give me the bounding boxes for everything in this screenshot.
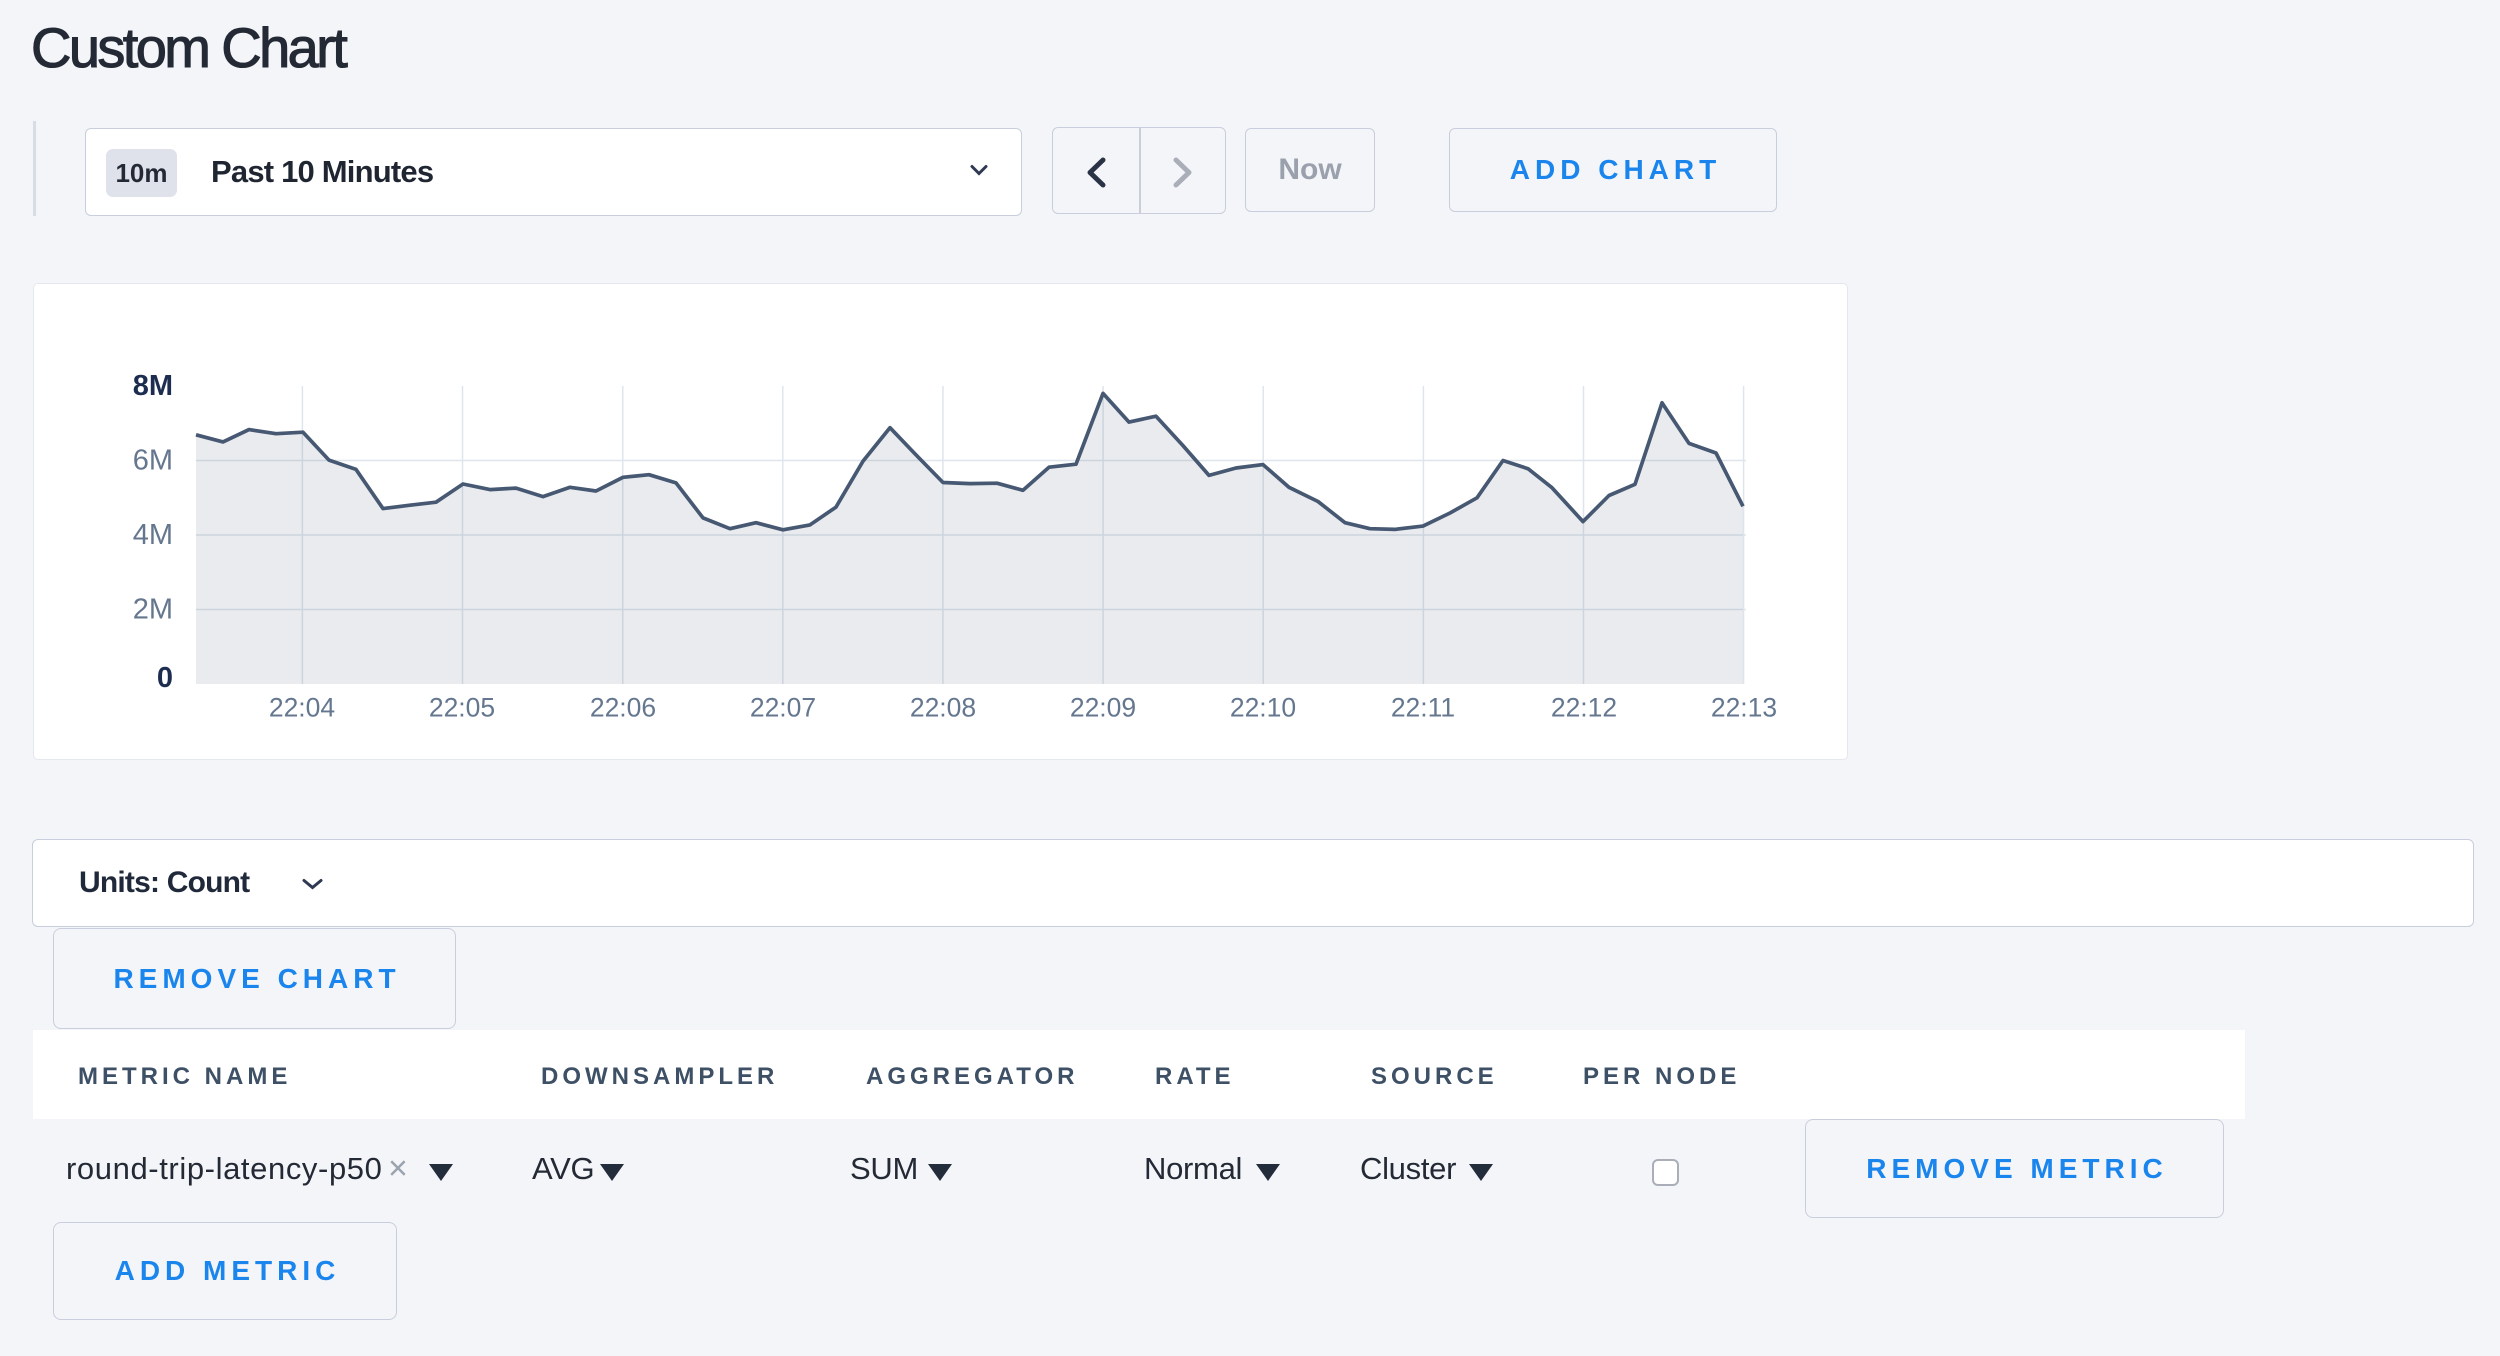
svg-text:22:12: 22:12 (1551, 693, 1617, 723)
svg-text:22:05: 22:05 (429, 693, 495, 723)
svg-text:2M: 2M (133, 594, 173, 626)
svg-text:22:06: 22:06 (590, 693, 656, 723)
svg-text:0: 0 (157, 662, 173, 694)
svg-text:22:11: 22:11 (1391, 693, 1455, 723)
svg-text:8M: 8M (133, 370, 173, 402)
svg-text:4M: 4M (133, 519, 173, 551)
svg-text:22:10: 22:10 (1230, 693, 1296, 723)
svg-text:22:04: 22:04 (269, 693, 335, 723)
svg-text:22:07: 22:07 (750, 693, 816, 723)
svg-text:6M: 6M (133, 445, 173, 477)
svg-text:22:13: 22:13 (1711, 693, 1777, 723)
svg-text:22:09: 22:09 (1070, 693, 1136, 723)
svg-text:22:08: 22:08 (910, 693, 976, 723)
